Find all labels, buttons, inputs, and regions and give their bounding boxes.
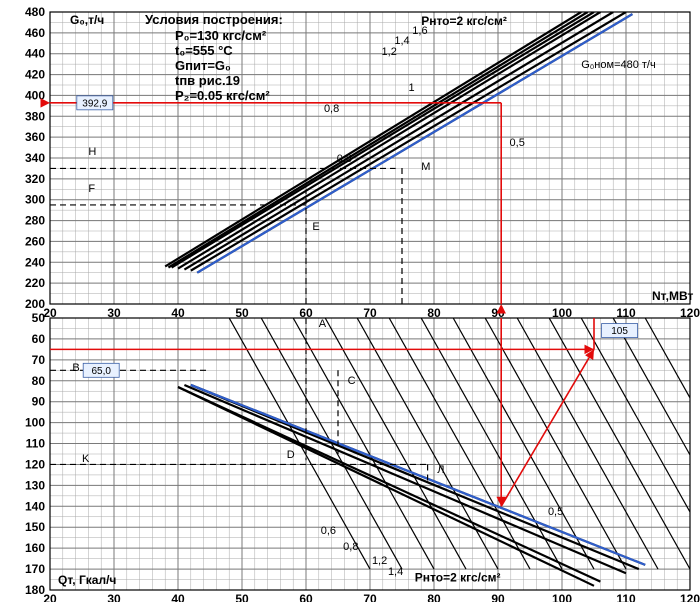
x-tick-label: 100: [552, 592, 572, 602]
conditions-line: t₀=555 °C: [175, 43, 233, 58]
family-label: 0,5: [548, 506, 563, 518]
y-tick-label: 340: [25, 151, 45, 165]
family-label: 0,8: [324, 103, 339, 115]
conditions-line: Gпит=G₀: [175, 58, 231, 73]
point-label: F: [88, 183, 95, 195]
conditions-title: Условия построения:: [145, 12, 283, 27]
y-tick-label: 440: [25, 47, 45, 61]
x-tick-label: 50: [235, 592, 249, 602]
y-tick-label: 160: [25, 541, 45, 555]
x-tick-label: 120: [680, 592, 700, 602]
y-tick-label: 90: [32, 395, 46, 409]
y-tick-label: 220: [25, 276, 45, 290]
chart-container: 20 30 40 50 60 70 80 90 100 110 120 200 220 240 260 280…: [0, 0, 700, 602]
y-axis-label-bottom: Qт, Гкал/ч: [58, 573, 116, 587]
x-axis-label-top: Nт,МВт: [652, 289, 693, 303]
family-title-top: Pнто=2 кгс/см²: [421, 14, 507, 28]
y-tick-label: 260: [25, 234, 45, 248]
blue-line: [197, 14, 632, 273]
y-axis-label-top: G₀,т/ч: [70, 13, 104, 27]
point-label: B: [72, 362, 79, 374]
y-tick-label: 320: [25, 172, 45, 186]
y-tick-label: 80: [32, 374, 46, 388]
point-label: E: [312, 221, 319, 233]
family-label: 1,2: [372, 555, 387, 567]
x-tick-label: 70: [363, 592, 377, 602]
point-label: C: [348, 375, 356, 387]
point-label: K: [82, 453, 90, 465]
y-tick-label: 130: [25, 478, 45, 492]
family-label: 1,4: [394, 35, 409, 47]
y-tick-label: 140: [25, 499, 45, 513]
conditions-line: P₂=0.05 кгс/см²: [175, 88, 270, 103]
family-label: 0,8: [343, 541, 358, 553]
x-tick-label: 40: [171, 592, 185, 602]
point-label: H: [88, 146, 96, 158]
x-tick-label: 30: [107, 592, 121, 602]
x-tick-label: 20: [43, 592, 57, 602]
family-line: [184, 385, 626, 573]
y-tick-label: 120: [25, 457, 45, 471]
x-tick-label: 110: [616, 592, 636, 602]
point-label: D: [287, 449, 295, 461]
callout-text: 392,9: [82, 98, 107, 109]
y-tick-label: 360: [25, 130, 45, 144]
chart-svg: 20 30 40 50 60 70 80 90 100 110 120 200 220 240 260 280…: [0, 0, 700, 602]
point-label: A: [319, 318, 327, 330]
conditions-line: tпв рис.19: [175, 73, 240, 88]
y-tick-label: 200: [25, 297, 45, 311]
y-tick-label: 300: [25, 193, 45, 207]
y-tick-label: 110: [26, 437, 46, 451]
family-label: 1: [409, 82, 415, 94]
y-tick-label: 100: [25, 416, 45, 430]
g0nom-label: G₀ном=480 т/ч: [581, 59, 656, 71]
y-tick-label: 240: [25, 255, 45, 269]
x-tick-label: 80: [427, 592, 441, 602]
conditions-line: P₀=130 кгс/см²: [175, 28, 267, 43]
y-tick-label: 420: [25, 68, 45, 82]
family-label: 1,2: [382, 46, 397, 58]
y-tick-label: 70: [32, 353, 46, 367]
family-label: 0,6: [337, 153, 352, 165]
family-label: 0,5: [510, 137, 525, 149]
point-label: Л: [437, 464, 444, 476]
callout-text: 105: [611, 326, 628, 337]
x-tick-label: 90: [491, 592, 505, 602]
y-tick-label: 150: [25, 520, 45, 534]
y-tick-label: 480: [25, 5, 45, 19]
family-title-bottom: Pнто=2 кгс/см²: [415, 571, 501, 585]
point-label: M: [421, 161, 430, 173]
y-tick-label: 50: [32, 311, 46, 325]
y-tick-label: 460: [25, 26, 45, 40]
x-tick-label: 60: [299, 592, 313, 602]
callout-text: 65,0: [91, 366, 111, 377]
y-tick-label: 180: [25, 583, 45, 597]
y-tick-label: 280: [25, 214, 45, 228]
family-label: 1,4: [388, 566, 403, 578]
family-label: 0,6: [321, 525, 336, 537]
y-tick-label: 60: [32, 332, 46, 346]
y-tick-label: 170: [25, 562, 45, 576]
y-tick-label: 380: [25, 109, 45, 123]
y-tick-label: 400: [25, 88, 45, 102]
